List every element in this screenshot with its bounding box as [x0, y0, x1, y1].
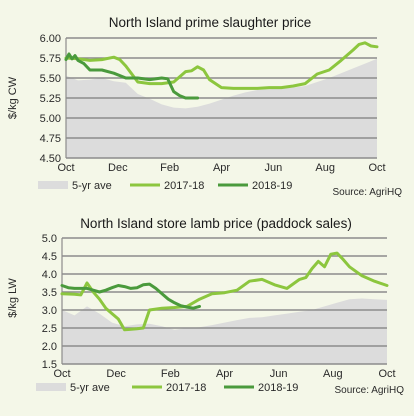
source-note: Source: AgriHQ: [335, 385, 405, 396]
chart-title: North Island prime slaughter price: [109, 15, 312, 30]
legend-label: 2017-18: [164, 180, 204, 192]
y-tick-label: 4.5: [42, 251, 57, 263]
y-tick-label: 4.75: [40, 133, 61, 145]
y-tick-label: 5.50: [40, 73, 61, 85]
series-area-5yr-ave: [62, 298, 387, 364]
y-tick-label: 3.5: [42, 287, 57, 299]
y-tick-label: 5.25: [40, 93, 61, 105]
y-tick-label: 6.00: [40, 33, 61, 45]
x-tick-label: Dec: [106, 368, 126, 380]
x-tick-label: Feb: [160, 162, 179, 174]
chart-slaughter-price: North Island prime slaughter price $/kg …: [7, 15, 402, 198]
legend-label: 5-yr ave: [70, 382, 110, 394]
x-tick-label: Aug: [323, 368, 343, 380]
x-tick-label: Jun: [264, 162, 282, 174]
legend-label: 5-yr ave: [72, 180, 112, 192]
y-tick-label: 2.5: [42, 323, 57, 335]
legend-label: 2018-19: [252, 180, 292, 192]
y-tick-label: 5.00: [40, 113, 61, 125]
x-tick-label: Apr: [213, 162, 230, 174]
source-note: Source: AgriHQ: [333, 187, 403, 198]
y-axis-label: $/kg CW: [7, 76, 19, 119]
y-tick-label: 5.75: [40, 53, 61, 65]
series-line-2018-19: [60, 282, 201, 310]
chart-store-lamb-price: North Island store lamb price (paddock s…: [7, 216, 404, 396]
x-tick-label: Oct: [368, 162, 385, 174]
y-tick-label: 4.0: [42, 269, 57, 281]
series-line-2017-18: [60, 251, 389, 332]
x-tick-label: Oct: [53, 368, 70, 380]
y-tick-label: 4.50: [40, 153, 61, 165]
x-tick-label: Dec: [108, 162, 128, 174]
series-area-5yr-ave: [66, 58, 377, 158]
x-tick-label: Feb: [161, 368, 180, 380]
x-tick-label: Oct: [57, 162, 74, 174]
y-tick-label: 5.0: [42, 233, 57, 245]
x-tick-label: Apr: [216, 368, 233, 380]
series-line-2017-18: [64, 41, 379, 90]
legend-swatch: [38, 181, 68, 189]
x-tick-label: Jun: [270, 368, 288, 380]
x-tick-label: Oct: [378, 368, 395, 380]
legend-swatch: [36, 383, 66, 391]
chart-title: North Island store lamb price (paddock s…: [80, 216, 352, 231]
legend-label: 2018-19: [258, 382, 298, 394]
legend-label: 2017-18: [166, 382, 206, 394]
y-tick-label: 3.0: [42, 305, 57, 317]
y-tick-label: 2.0: [42, 341, 57, 353]
y-axis-label: $/kg LW: [7, 278, 19, 318]
series-line-2018-19: [64, 52, 200, 100]
x-tick-label: Aug: [315, 162, 335, 174]
y-tick-label: 1.5: [42, 359, 57, 371]
